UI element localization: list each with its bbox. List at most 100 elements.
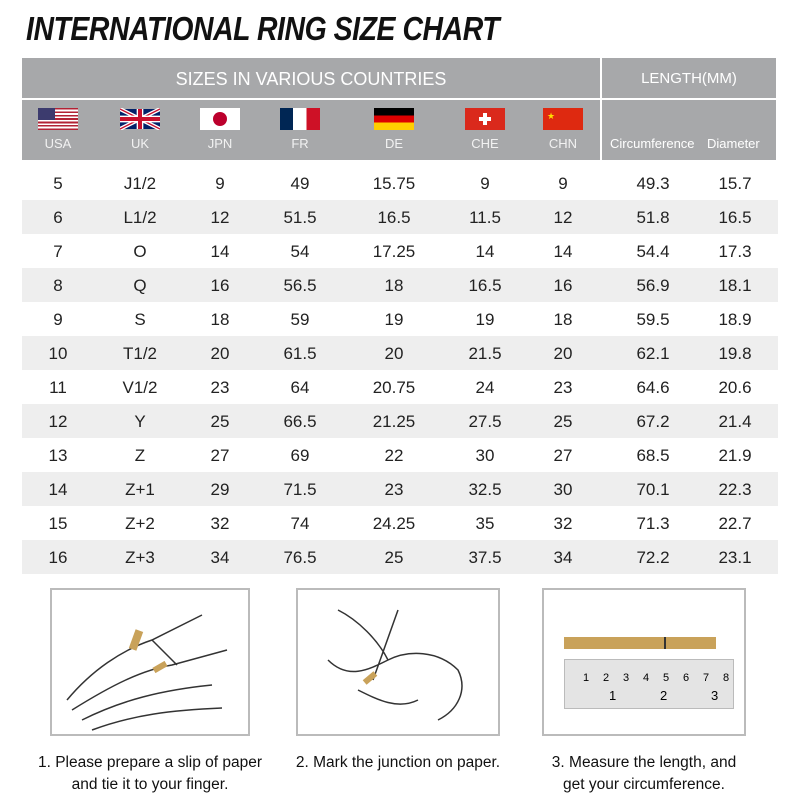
country-label: CHN [548, 136, 578, 151]
table-cell: 18 [210, 310, 230, 329]
table-cell: 12 [48, 412, 68, 431]
table-cell: 54 [290, 242, 310, 261]
length-header-label: LENGTH(MM) [641, 70, 737, 87]
table-cell: 13 [48, 446, 68, 465]
country-label: JPN [207, 136, 233, 151]
table-cell: 29 [210, 480, 230, 499]
table-cell: 34 [210, 548, 230, 567]
table-cell: 21.4 [718, 412, 752, 431]
table-cell: 21.25 [372, 412, 416, 431]
table-row: 13 Z 27 69 22 30 27 68.5 21.9 [22, 438, 778, 472]
country-row: USA UK JPN FR DE CHE ★ CHN [22, 100, 600, 160]
table-row: 8 Q 16 56.5 18 16.5 16 56.9 18.1 [22, 268, 778, 302]
table-cell: 16.5 [377, 208, 411, 227]
table-cell: L1/2 [123, 208, 157, 227]
table-cell: 37.5 [468, 548, 502, 567]
table-cell: 21.5 [468, 344, 502, 363]
table-cell: 20 [384, 344, 404, 363]
table-cell: 15.7 [718, 174, 752, 193]
sizes-header: SIZES IN VARIOUS COUNTRIES [22, 58, 600, 98]
step1-image [50, 588, 250, 736]
table-cell: 9 [215, 174, 225, 193]
germany-flag-icon [374, 108, 414, 130]
table-cell: 22 [384, 446, 404, 465]
country-che: CHE [445, 100, 525, 160]
table-cell: 32 [553, 514, 573, 533]
table-cell: Q [133, 276, 147, 295]
table-cell: 69 [290, 446, 310, 465]
step1-caption: 1. Please prepare a slip of paper and tie… [20, 752, 280, 796]
table-row: 9 S 18 59 19 19 18 59.5 18.9 [22, 302, 778, 336]
table-cell: 25 [210, 412, 230, 431]
table-cell: 16 [48, 548, 68, 567]
table-cell: 19 [384, 310, 404, 329]
japan-flag-icon [200, 108, 240, 130]
table-cell: 9 [480, 174, 490, 193]
table-cell: 18.9 [718, 310, 752, 329]
table-cell: 23 [384, 480, 404, 499]
table-cell: 30 [475, 446, 495, 465]
ruler-cm-label: 7 [703, 672, 710, 684]
table-cell: J1/2 [123, 174, 157, 193]
step3-image: 1 2 3 4 5 6 7 8 1 2 3 [542, 588, 746, 736]
table-cell: 23 [553, 378, 573, 397]
table-cell: 12 [553, 208, 573, 227]
table-cell: 19 [475, 310, 495, 329]
switzerland-flag-icon [465, 108, 505, 130]
table-cell: 22.3 [718, 480, 752, 499]
table-cell: 16 [210, 276, 230, 295]
circumference-label: Circumference [610, 136, 695, 151]
table-row: 5 J1/2 9 49 15.75 9 9 49.3 15.7 [22, 166, 778, 200]
ruler-cm-label: 5 [663, 672, 670, 684]
length-subheader: Circumference Diameter [602, 100, 776, 160]
table-cell: 20.75 [372, 378, 416, 397]
table-cell: 67.2 [636, 412, 670, 431]
table-cell: V1/2 [122, 378, 158, 397]
length-header: LENGTH(MM) [602, 58, 776, 98]
table-cell: O [133, 242, 147, 261]
table-cell: 71.5 [283, 480, 317, 499]
table-cell: 19.8 [718, 344, 752, 363]
table-row: 7 O 14 54 17.25 14 14 54.4 17.3 [22, 234, 778, 268]
table-cell: 20 [553, 344, 573, 363]
table-cell: 11.5 [469, 208, 501, 227]
hand-with-paper-illustration [66, 614, 228, 731]
table-cell: 14 [475, 242, 495, 261]
table-cell: 34 [553, 548, 573, 567]
ruler-cm-label: 1 [583, 672, 590, 684]
table-cell: 56.5 [283, 276, 317, 295]
table-row: 6 L1/2 12 51.5 16.5 11.5 12 51.8 16.5 [22, 200, 778, 234]
china-flag-icon: ★ [543, 108, 583, 130]
country-jpn: JPN [180, 100, 260, 160]
table-cell: 49.3 [636, 174, 670, 193]
country-uk: UK [100, 100, 180, 160]
table-cell: 25 [384, 548, 404, 567]
table-cell: Z [134, 446, 146, 465]
table-cell: 20.6 [718, 378, 752, 397]
table-cell: 62.1 [636, 344, 670, 363]
table-cell: 12 [210, 208, 230, 227]
table-cell: 27.5 [468, 412, 502, 431]
country-label: DE [384, 136, 404, 151]
ruler-inch-label: 3 [711, 688, 719, 703]
table-cell: 74 [290, 514, 310, 533]
country-chn: ★ CHN [523, 100, 603, 160]
table-cell: 32 [210, 514, 230, 533]
table-cell: Y [134, 412, 146, 431]
table-cell: 27 [210, 446, 230, 465]
step2-caption: 2. Mark the junction on paper. [268, 752, 528, 774]
us-flag-icon [38, 108, 78, 130]
paper-strip [564, 637, 716, 649]
table-cell: 23.1 [718, 548, 752, 567]
ruler-cm-label: 2 [603, 672, 610, 684]
table-cell: 35 [475, 514, 495, 533]
table-row: 15 Z+2 32 74 24.25 35 32 71.3 22.7 [22, 506, 778, 540]
ruler-cm-label: 8 [723, 672, 730, 684]
table-cell: 66.5 [283, 412, 317, 431]
marking-paper-illustration [327, 609, 463, 721]
table-cell: 20 [210, 344, 230, 363]
size-table: 5 J1/2 9 49 15.75 9 9 49.3 15.7 6 L1/2 12 51.5 16.5 11… [22, 166, 778, 574]
table-cell: S [134, 310, 146, 329]
table-cell: 14 [553, 242, 573, 261]
table-row: 10 T1/2 20 61.5 20 21.5 20 62.1 19.8 [22, 336, 778, 370]
